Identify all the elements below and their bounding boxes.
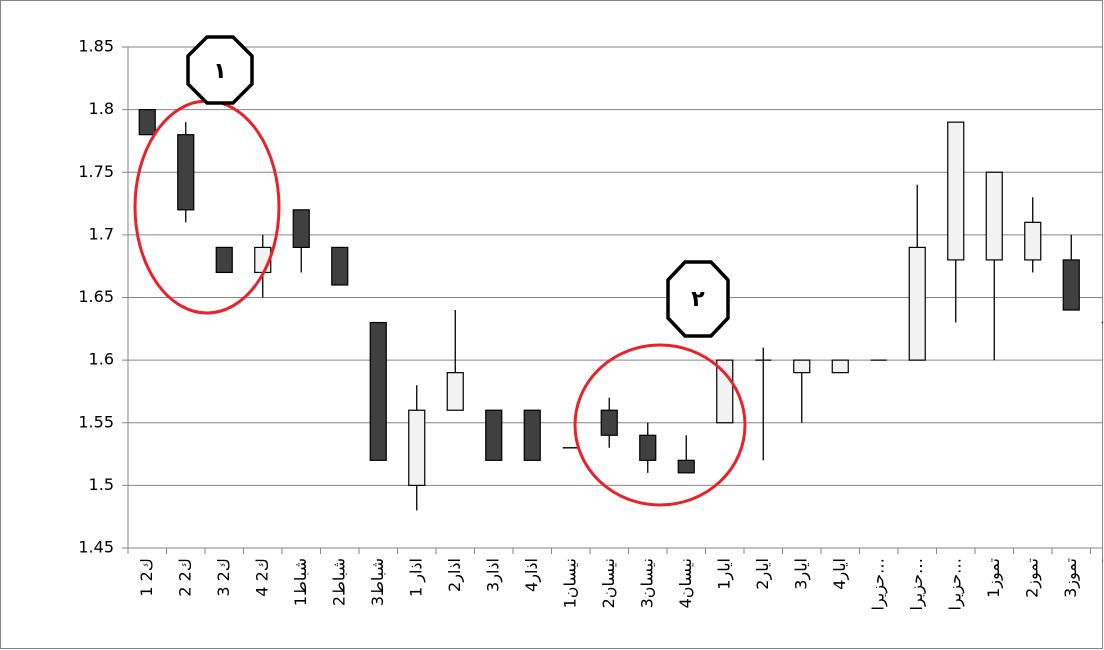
body [639,434,657,461]
body [831,359,849,374]
y-tick-label: 1.45 [78,538,114,557]
x-tick-label: نيسان3 [637,558,656,608]
body [292,209,310,248]
x-tick-label: اذار2 [445,558,465,592]
highlight-ellipse [573,343,747,507]
x-tick-label: اذار3 [483,558,503,592]
label-octagon [186,35,254,105]
x-tick-label: تموز1 [984,558,1004,598]
x-tick-label: ايار3 [791,558,811,590]
plot-area: 1.45 1.5 1.55 1.6 1.65 1.7 1.75 1.8 1.85 ك2 1 ك2 2… [78,37,1104,610]
x-tick-label: نيسان2 [599,558,618,608]
x-tick-label: شباط2 [329,558,348,606]
body [177,134,195,211]
body [485,409,503,461]
annotation-label: ٢ [691,287,705,312]
x-tick-label: نيسان1 [560,558,579,608]
x-tick-label: ك2 4 [252,558,271,597]
y-tick-label: 1.7 [89,224,114,243]
body [215,246,233,274]
body [947,121,965,261]
x-tick-label: ايار2 [753,558,773,590]
annotation-2: ٢ [573,260,747,507]
x-tick-label: تموز2 [1022,558,1042,598]
y-tick-label: 1.85 [78,37,114,56]
body [1062,259,1080,311]
y-tick-label: 1.6 [89,350,114,369]
body [793,359,811,374]
x-tick-label: اب 1 [1099,558,1104,593]
x-tick-label: حزيرا… [945,558,965,610]
annotation-1: ١ [133,35,281,315]
body [138,109,156,136]
body [908,246,926,361]
annotation-label: ١ [213,59,226,84]
x-tick-label: شباط3 [368,558,387,606]
y-tick-label: 1.5 [89,475,114,494]
body [677,459,695,474]
y-tick-label: 1.8 [89,99,114,118]
y-tick-label: 1.65 [78,287,114,306]
body [985,171,1003,261]
y-tick-label: 1.75 [78,162,114,181]
x-tick-label: حزيرا… [868,558,888,610]
x-tick-label: اذار4 [522,558,542,592]
body [331,246,349,286]
x-tick-label: ايار4 [830,558,850,590]
x-tick-label: نيسان4 [676,558,695,608]
body [523,409,541,461]
x-tick-label: حزيرا… [907,558,927,610]
x-tick-label: ايار1 [714,558,734,590]
y-tick-label: 1.55 [78,412,114,431]
body [600,409,618,436]
body [446,372,464,411]
x-tick-label: اذار 1 [406,558,426,597]
body [369,321,387,461]
body [1024,221,1042,261]
x-tick-label: ك2 1 [137,558,156,597]
x-tick-label: ك2 2 [175,558,194,597]
label-octagon [666,260,730,338]
body [408,409,426,486]
x-tick-label: شباط1 [291,558,310,606]
x-tick-label: ك2 3 [214,558,233,597]
x-tick-label: تموز3 [1061,558,1081,598]
